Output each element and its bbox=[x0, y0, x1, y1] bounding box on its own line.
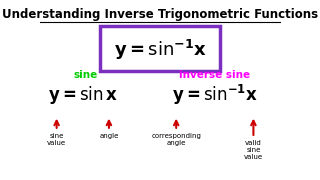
Text: Understanding Inverse Trigonometric Functions: Understanding Inverse Trigonometric Func… bbox=[2, 8, 318, 21]
Text: sine: sine bbox=[73, 70, 97, 80]
Text: inverse sine: inverse sine bbox=[179, 70, 250, 80]
Text: $\mathbf{y = \sin^{-1}\!x}$: $\mathbf{y = \sin^{-1}\!x}$ bbox=[114, 38, 206, 62]
Text: corresponding
angle: corresponding angle bbox=[151, 132, 201, 146]
Text: valid
sine
value: valid sine value bbox=[244, 140, 263, 160]
Text: $\mathbf{y = \sin x}$: $\mathbf{y = \sin x}$ bbox=[48, 84, 118, 106]
Text: $\mathbf{y = \sin^{-1}\!x}$: $\mathbf{y = \sin^{-1}\!x}$ bbox=[172, 83, 258, 107]
Text: sine
value: sine value bbox=[47, 132, 66, 146]
FancyBboxPatch shape bbox=[100, 26, 220, 71]
Text: angle: angle bbox=[99, 132, 119, 139]
